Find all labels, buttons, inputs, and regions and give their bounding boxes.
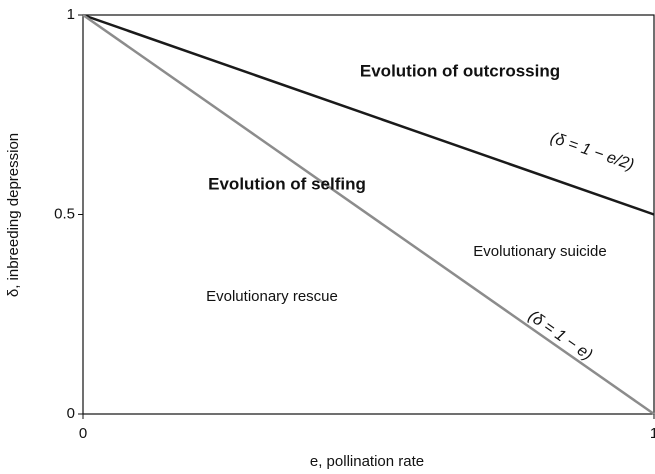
y-tick-label: 0.5 [54, 205, 75, 222]
y-tick-label: 0 [67, 405, 75, 422]
x-tick-label: 1 [650, 425, 655, 442]
annotation: Evolutionary suicide [473, 243, 606, 260]
annotation: (δ = 1 − e/2) [548, 130, 636, 174]
y-axis-label: δ, inbreeding depression [5, 133, 22, 297]
annotation: Evolutionary rescue [206, 288, 338, 305]
line [82, 13, 655, 216]
annotation: Evolution of selfing [208, 174, 366, 193]
y-tick-label: 1 [67, 6, 75, 23]
line [82, 13, 655, 416]
x-tick-label: 0 [79, 425, 87, 442]
annotation: (δ = 1 − e) [525, 308, 595, 364]
annotation: Evolution of outcrossing [360, 61, 560, 80]
x-axis-label: e, pollination rate [310, 453, 424, 470]
